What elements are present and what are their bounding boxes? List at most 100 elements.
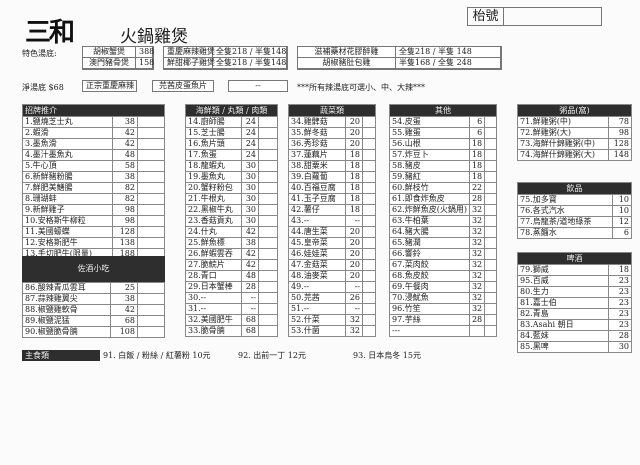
quantity-cell[interactable]: [137, 116, 165, 128]
item-price: 28: [607, 330, 633, 342]
quantity-cell[interactable]: [258, 292, 278, 304]
quantity-cell[interactable]: [137, 193, 165, 205]
quantity-cell[interactable]: [484, 127, 497, 139]
quantity-cell[interactable]: [137, 182, 165, 194]
quantity-cell[interactable]: [484, 237, 497, 249]
quantity-cell[interactable]: [484, 226, 497, 238]
quantity-cell[interactable]: [258, 303, 278, 315]
quantity-cell[interactable]: [258, 270, 278, 282]
item-name: 61.即食炸魚皮: [389, 193, 470, 205]
special-soup-box-2: 重慶麻辣雞煲 全隻218 / 半隻148 鮮甜椰子雞煲 全隻218 / 半隻148: [163, 46, 288, 70]
item-price: 128: [111, 226, 139, 238]
quantity-cell[interactable]: [362, 325, 376, 337]
quantity-cell[interactable]: [484, 182, 497, 194]
quantity-cell[interactable]: [258, 281, 278, 293]
item-name: 73.海鮮什錦雞粥(中): [517, 138, 609, 150]
item-price: 18: [344, 149, 364, 161]
quantity-cell[interactable]: [137, 282, 165, 294]
quantity-cell[interactable]: [362, 281, 376, 293]
quantity-cell[interactable]: [484, 270, 497, 282]
item-name: 77.烏龍茶/道地綠茶: [516, 216, 614, 228]
quantity-cell[interactable]: [137, 160, 165, 172]
quantity-cell[interactable]: [137, 215, 165, 227]
menu-row: 52.什菜 32: [288, 314, 376, 326]
quantity-cell[interactable]: [362, 215, 376, 227]
quantity-cell[interactable]: [137, 226, 165, 238]
quantity-cell[interactable]: [258, 182, 278, 194]
menu-row: 74.海鮮什錦雞粥(大) 148: [517, 149, 633, 161]
item-price: 10: [612, 194, 632, 206]
quantity-cell[interactable]: [258, 259, 278, 271]
quantity-cell[interactable]: [362, 182, 376, 194]
quantity-cell[interactable]: [258, 116, 278, 128]
item-price: 18: [344, 182, 364, 194]
quantity-cell[interactable]: [137, 315, 165, 327]
item-name: 33.脆骨腩: [185, 325, 242, 337]
quantity-cell[interactable]: [484, 281, 497, 293]
quantity-cell[interactable]: [484, 193, 497, 205]
quantity-cell[interactable]: [137, 149, 165, 161]
menu-row: 49.-- --: [288, 281, 376, 293]
quantity-cell[interactable]: [362, 248, 376, 260]
quantity-cell[interactable]: [484, 248, 497, 260]
quantity-cell[interactable]: [137, 237, 165, 249]
quantity-cell[interactable]: [258, 149, 278, 161]
quantity-cell[interactable]: [362, 204, 376, 216]
quantity-cell[interactable]: [258, 314, 278, 326]
quantity-cell[interactable]: [484, 138, 497, 150]
quantity-cell[interactable]: [362, 303, 376, 315]
quantity-cell[interactable]: [362, 292, 376, 304]
quantity-cell[interactable]: [137, 204, 165, 216]
quantity-cell[interactable]: [137, 127, 165, 139]
quantity-cell[interactable]: [362, 193, 376, 205]
quantity-cell[interactable]: [484, 149, 497, 161]
quantity-cell[interactable]: [258, 325, 278, 337]
quantity-cell[interactable]: [484, 303, 497, 315]
quantity-cell[interactable]: [258, 237, 278, 249]
snacks-table: 86.酸辣青瓜雲耳 25 87.蒜辣雞翼尖 38 88.椒鹽雞軟骨 42 89.椒鹽泥猛 68…: [22, 282, 165, 338]
quantity-cell[interactable]: [484, 116, 497, 128]
table-number-field[interactable]: 枱號: [467, 7, 602, 26]
quantity-cell[interactable]: [258, 226, 278, 238]
quantity-cell[interactable]: [362, 171, 376, 183]
quantity-cell[interactable]: [362, 314, 376, 326]
quantity-cell[interactable]: [362, 226, 376, 238]
quantity-cell[interactable]: [484, 171, 497, 183]
quantity-cell[interactable]: [137, 171, 165, 183]
quantity-cell[interactable]: [362, 237, 376, 249]
quantity-cell[interactable]: [484, 204, 497, 216]
quantity-cell[interactable]: [258, 248, 278, 260]
quantity-cell[interactable]: [137, 326, 165, 338]
quantity-cell[interactable]: [137, 304, 165, 316]
quantity-cell[interactable]: [484, 215, 497, 227]
quantity-cell[interactable]: [258, 193, 278, 205]
quantity-cell[interactable]: [258, 204, 278, 216]
menu-row: 27.脆鯇片 42: [185, 259, 278, 271]
quantity-cell[interactable]: [484, 292, 497, 304]
item-price: 30: [240, 160, 260, 172]
quantity-cell[interactable]: [484, 325, 497, 337]
quantity-cell[interactable]: [484, 160, 497, 172]
menu-row: 66.響鈴 32: [389, 248, 497, 260]
quantity-cell[interactable]: [137, 293, 165, 305]
item-price: 32: [344, 314, 364, 326]
quantity-cell[interactable]: [362, 259, 376, 271]
quantity-cell[interactable]: [362, 270, 376, 282]
quantity-cell[interactable]: [362, 116, 376, 128]
quantity-cell[interactable]: [258, 171, 278, 183]
quantity-cell[interactable]: [258, 160, 278, 172]
quantity-cell[interactable]: [258, 215, 278, 227]
quantity-cell[interactable]: [258, 127, 278, 139]
item-price: 24: [240, 127, 260, 139]
beer-header: 啤酒: [517, 252, 632, 265]
quantity-cell[interactable]: [362, 160, 376, 172]
quantity-cell[interactable]: [362, 149, 376, 161]
quantity-cell[interactable]: [484, 314, 497, 326]
quantity-cell[interactable]: [484, 259, 497, 271]
quantity-cell[interactable]: [137, 138, 165, 150]
quantity-cell[interactable]: [362, 138, 376, 150]
quantity-cell[interactable]: [258, 138, 278, 150]
item-name: 70.浸魷魚: [389, 292, 470, 304]
quantity-cell[interactable]: [362, 127, 376, 139]
menu-row: 29.日本蟹棒 28: [185, 281, 278, 293]
